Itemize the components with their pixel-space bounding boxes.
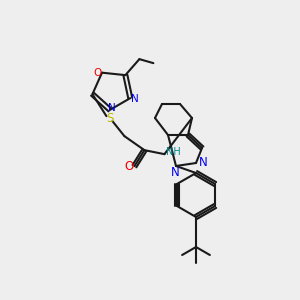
- Text: S: S: [107, 112, 114, 125]
- Text: NH: NH: [166, 147, 181, 157]
- Text: N: N: [131, 94, 139, 104]
- Text: N: N: [108, 103, 116, 113]
- Text: N: N: [199, 155, 207, 169]
- Text: N: N: [171, 167, 179, 179]
- Text: O: O: [125, 160, 134, 173]
- Text: O: O: [93, 68, 101, 78]
